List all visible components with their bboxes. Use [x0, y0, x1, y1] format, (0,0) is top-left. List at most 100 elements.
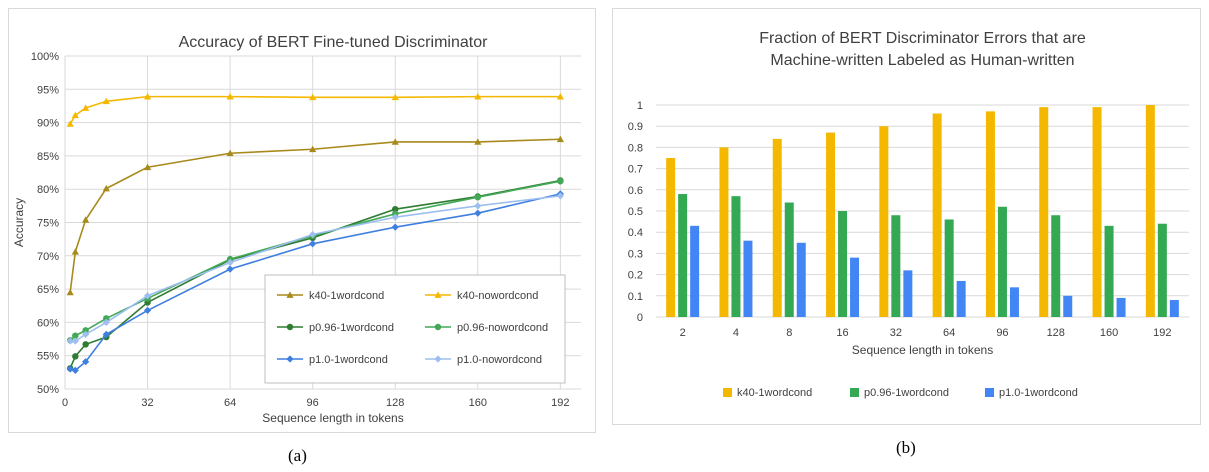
- y-tick-label: 90%: [37, 118, 59, 130]
- x-tick-label: 2: [680, 327, 686, 339]
- data-point: [391, 138, 399, 145]
- bar-group-2: [666, 158, 700, 317]
- legend-swatch: [723, 388, 732, 397]
- data-point: [66, 337, 74, 345]
- y-tick-label: 0.5: [628, 206, 643, 218]
- data-point: [309, 145, 317, 153]
- data-point: [102, 330, 110, 338]
- bar-group-160: [1092, 107, 1126, 318]
- y-tick-label: 70%: [37, 251, 59, 263]
- x-tick-label: 160: [469, 397, 487, 409]
- series-line: [69, 179, 561, 369]
- legend-item: k40-1wordcond: [723, 387, 812, 399]
- bar: [879, 126, 889, 317]
- chart-title: Fraction of BERT Discriminator Errors th…: [759, 30, 1086, 47]
- series-p1.0-1wordcond: [66, 190, 564, 374]
- legend-label: p0.96-1wordcond: [864, 387, 949, 399]
- data-point: [226, 149, 234, 157]
- chart-title: Accuracy of BERT Fine-tuned Discriminato…: [179, 34, 489, 51]
- bar: [678, 194, 688, 317]
- data-point: [82, 358, 90, 366]
- x-tick-label: 32: [890, 327, 902, 339]
- data-point: [556, 93, 564, 100]
- legend-marker: [286, 323, 294, 331]
- data-point: [102, 318, 110, 326]
- data-point: [226, 93, 234, 100]
- data-point: [71, 366, 79, 374]
- legend-item: p0.96-1wordcond: [277, 322, 394, 334]
- caption-a: (a): [288, 446, 307, 465]
- bar: [826, 132, 836, 317]
- series-line: [69, 193, 561, 372]
- bar: [1104, 225, 1114, 317]
- caption-b: (b): [896, 438, 916, 457]
- legend-label: p0.96-1wordcond: [309, 322, 394, 334]
- x-tick-label: 192: [551, 397, 569, 409]
- series-k40-1wordcond: [66, 135, 564, 296]
- data-point: [72, 332, 79, 339]
- x-tick-label: 64: [224, 397, 236, 409]
- legend: k40-1wordcond p0.96-1wordcond p1.0-1wordco…: [723, 387, 1078, 399]
- bar: [932, 113, 942, 317]
- x-tick-label: 160: [1100, 327, 1118, 339]
- y-tick-label: 50%: [37, 384, 59, 396]
- bar: [1039, 107, 1049, 318]
- x-tick-label: 32: [141, 397, 153, 409]
- bar-group-16: [826, 132, 860, 317]
- bar-group-8: [772, 138, 806, 317]
- y-tick-label: 55%: [37, 351, 59, 363]
- legend-item: p0.96-1wordcond: [850, 387, 949, 399]
- legend-item: p1.0-nowordcond: [425, 354, 542, 366]
- bar: [850, 257, 860, 317]
- legend-label: p0.96-nowordcond: [457, 322, 548, 334]
- data-point: [71, 111, 79, 119]
- y-tick-label: 100%: [31, 51, 59, 63]
- legend-marker: [286, 291, 294, 298]
- data-point: [392, 205, 399, 213]
- y-tick-label: 1: [637, 100, 643, 112]
- legend-label: p1.0-nowordcond: [457, 354, 542, 366]
- data-point: [474, 202, 482, 210]
- legend-item: k40-1wordcond: [277, 290, 384, 302]
- bar-group-192: [1145, 105, 1179, 317]
- bar: [784, 202, 794, 317]
- legend-item: k40-nowordcond: [425, 290, 538, 302]
- x-axis-label: Sequence length in tokens: [852, 343, 993, 357]
- y-tick-label: 0: [637, 312, 643, 324]
- data-point: [82, 216, 90, 223]
- bar: [690, 225, 700, 317]
- data-point: [309, 230, 317, 239]
- bar: [1169, 300, 1179, 317]
- data-point: [556, 192, 564, 200]
- bar-chart-panel: Fraction of BERT Discriminator Errors th…: [612, 8, 1201, 425]
- legend-swatch: [985, 388, 994, 397]
- bar: [838, 211, 848, 317]
- series-line: [70, 195, 561, 342]
- y-tick-label: 0.4: [628, 227, 643, 239]
- data-point: [391, 223, 399, 231]
- x-axis-label: Sequence length in tokens: [262, 411, 403, 425]
- bar: [891, 215, 901, 317]
- y-tick-label: 0.1: [628, 291, 643, 303]
- x-tick-label: 16: [836, 327, 848, 339]
- bar: [1092, 107, 1102, 318]
- series-k40-nowordcond: [66, 93, 564, 127]
- data-point: [226, 265, 234, 273]
- chart-title-line2: Machine-written Labeled as Human-written: [770, 52, 1074, 69]
- data-point: [143, 163, 152, 171]
- data-point: [309, 240, 317, 248]
- bar: [666, 158, 676, 317]
- accuracy-line-chart: Accuracy of BERT Fine-tuned Discriminato…: [12, 34, 581, 425]
- y-tick-label: 0.6: [628, 185, 643, 197]
- bar: [719, 147, 729, 317]
- x-tick-label: 128: [386, 397, 404, 409]
- bar: [985, 111, 995, 317]
- bar: [731, 196, 741, 317]
- x-tick-label: 64: [943, 327, 955, 339]
- data-point: [557, 177, 564, 185]
- legend-box: [264, 274, 566, 384]
- data-point: [556, 135, 564, 143]
- y-tick-label: 0.9: [628, 121, 643, 133]
- legend-swatch: [850, 388, 859, 397]
- y-axis-label: Accuracy: [12, 198, 26, 247]
